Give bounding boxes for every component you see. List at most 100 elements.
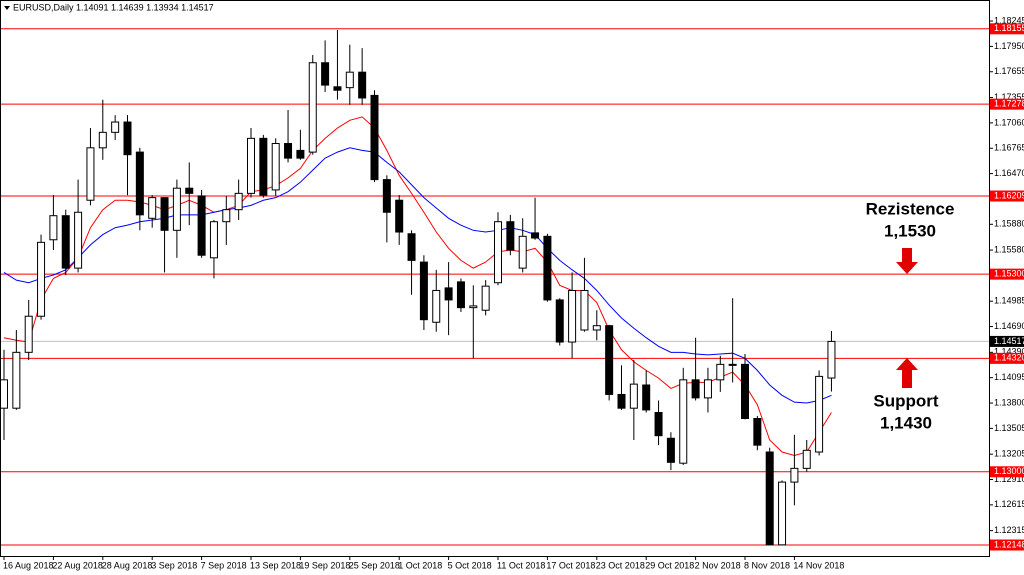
y-tick-label: 1.17950 bbox=[994, 41, 1024, 51]
x-tick-label: 28 Aug 2018 bbox=[102, 560, 153, 570]
candle-body bbox=[296, 149, 305, 159]
candle-body bbox=[123, 121, 132, 156]
y-tick-label: 1.13205 bbox=[994, 449, 1024, 459]
chart-title: EURUSD,Daily 1.14091 1.14639 1.13934 1.1… bbox=[13, 2, 214, 12]
candle-body bbox=[24, 315, 33, 353]
x-tick-label: 25 Sep 2018 bbox=[349, 560, 400, 570]
candle-body bbox=[580, 289, 589, 331]
candle-body bbox=[185, 187, 194, 194]
candle-body bbox=[765, 451, 774, 546]
candle-body bbox=[469, 305, 478, 309]
candle-body bbox=[666, 437, 675, 463]
x-tick-label: 14 Nov 2018 bbox=[793, 560, 844, 570]
candle-body bbox=[61, 215, 70, 269]
x-tick-label: 19 Sep 2018 bbox=[299, 560, 350, 570]
last-price-box bbox=[990, 335, 1024, 347]
candle-body bbox=[790, 467, 799, 483]
candle-body bbox=[741, 363, 749, 420]
plot-border bbox=[0, 0, 990, 557]
candle-body bbox=[518, 235, 527, 269]
annotation: 1,1430 bbox=[880, 413, 932, 432]
level-label: 1.16209 bbox=[994, 190, 1024, 200]
candle-body bbox=[506, 221, 515, 251]
level-label-box bbox=[990, 466, 1024, 478]
candle-body bbox=[531, 232, 540, 239]
level-label: 1.15300 bbox=[994, 269, 1024, 279]
candle-body bbox=[321, 62, 330, 86]
menu-icon bbox=[4, 6, 10, 10]
candle-body bbox=[308, 62, 317, 153]
candle-body bbox=[148, 197, 157, 219]
level-label-box bbox=[990, 190, 1024, 202]
x-tick-label: 17 Oct 2018 bbox=[546, 560, 595, 570]
candle-body bbox=[209, 221, 218, 259]
y-tick-label: 1.12615 bbox=[994, 499, 1024, 509]
candle-body bbox=[345, 71, 354, 89]
x-tick-label: 5 Oct 2018 bbox=[448, 560, 492, 570]
y-tick-label: 1.14690 bbox=[994, 321, 1024, 331]
candle-body bbox=[49, 215, 58, 241]
candle-body bbox=[605, 325, 614, 395]
candle-body bbox=[568, 289, 577, 343]
candle-body bbox=[815, 375, 824, 453]
candle-body bbox=[247, 137, 255, 194]
candle-body bbox=[111, 121, 120, 133]
y-tick-label: 1.13505 bbox=[994, 423, 1024, 433]
candle-body bbox=[12, 351, 21, 409]
candle-body bbox=[222, 209, 231, 223]
plot-area bbox=[0, 28, 989, 546]
y-tick-label: 1.16470 bbox=[994, 168, 1024, 178]
annotation: Rezistence bbox=[866, 199, 955, 218]
y-tick-label: 1.14390 bbox=[994, 347, 1024, 357]
level-label: 1.12148 bbox=[994, 539, 1024, 549]
x-tick-label: 2 Nov 2018 bbox=[695, 560, 741, 570]
candle-body bbox=[395, 199, 404, 233]
x-tick-label: 16 Aug 2018 bbox=[3, 560, 54, 570]
candle-body bbox=[728, 363, 737, 366]
y-tick-label: 1.17655 bbox=[994, 66, 1024, 76]
ma-line bbox=[3, 147, 832, 404]
candle-body bbox=[802, 449, 811, 469]
candle-body bbox=[98, 131, 107, 149]
x-tick-label: 8 Nov 2018 bbox=[744, 560, 790, 570]
candle-body bbox=[592, 325, 601, 331]
y-tick-label: 1.17355 bbox=[994, 92, 1024, 102]
candle-body bbox=[37, 241, 46, 317]
level-label-box bbox=[990, 23, 1024, 35]
x-tick-label: 3 Sep 2018 bbox=[151, 560, 197, 570]
candle-body bbox=[432, 289, 441, 323]
x-tick-label: 23 Oct 2018 bbox=[596, 560, 645, 570]
candle-body bbox=[0, 379, 8, 409]
y-tick-label: 1.12315 bbox=[994, 525, 1024, 535]
candle-body bbox=[679, 379, 688, 464]
y-tick-label: 1.14095 bbox=[994, 372, 1024, 382]
candle-body bbox=[135, 151, 144, 216]
y-tick-label: 1.12910 bbox=[994, 474, 1024, 484]
annotation: 1,1530 bbox=[884, 221, 936, 240]
candle-body bbox=[778, 481, 787, 546]
candle-body bbox=[494, 221, 502, 284]
candle-body bbox=[617, 393, 626, 409]
y-tick-label: 1.15880 bbox=[994, 219, 1024, 229]
candle-body bbox=[716, 363, 725, 381]
y-tick-label: 1.16765 bbox=[994, 143, 1024, 153]
candle-body bbox=[827, 340, 836, 379]
candle-body bbox=[86, 147, 95, 201]
candle-body bbox=[284, 143, 293, 159]
level-label: 1.13000 bbox=[994, 466, 1024, 476]
x-tick-label: 7 Sep 2018 bbox=[201, 560, 247, 570]
up-arrow bbox=[896, 358, 918, 388]
y-tick-label: 1.15580 bbox=[994, 244, 1024, 254]
level-label-box bbox=[990, 268, 1024, 280]
level-label: 1.17278 bbox=[994, 99, 1024, 109]
candle-body bbox=[382, 179, 391, 213]
annotation: Support bbox=[873, 391, 938, 410]
candle-body bbox=[271, 143, 280, 191]
candle-body bbox=[74, 211, 83, 269]
candle-body bbox=[333, 86, 342, 91]
candle-body bbox=[259, 137, 268, 196]
level-label-box bbox=[990, 352, 1024, 364]
y-tick-label: 1.14985 bbox=[994, 296, 1024, 306]
candle-body bbox=[456, 281, 465, 309]
